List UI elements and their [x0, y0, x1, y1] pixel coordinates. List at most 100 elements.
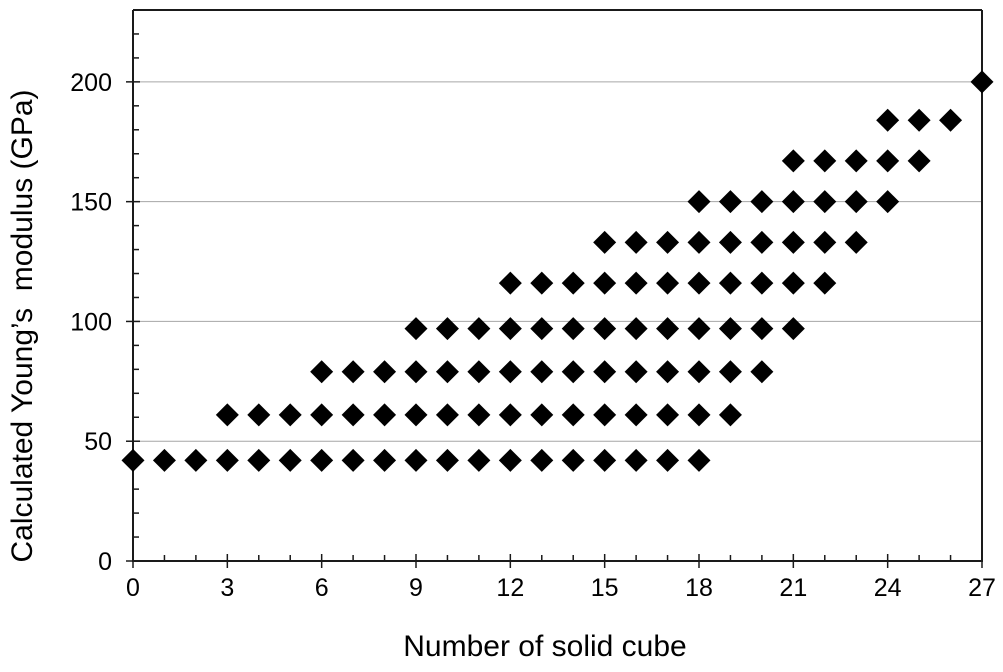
data-point: [278, 403, 302, 427]
data-point: [530, 403, 554, 427]
data-point: [341, 448, 365, 472]
data-point: [310, 360, 334, 384]
data-point: [278, 448, 302, 472]
data-point: [498, 271, 522, 295]
data-point: [404, 448, 428, 472]
data-point: [404, 360, 428, 384]
data-point: [498, 448, 522, 472]
x-tick-label: 6: [315, 574, 329, 602]
data-point: [624, 317, 648, 341]
data-point: [844, 190, 868, 214]
x-tick-label: 24: [874, 574, 902, 602]
data-point: [341, 360, 365, 384]
data-point: [530, 360, 554, 384]
data-point: [876, 190, 900, 214]
data-point: [813, 230, 837, 254]
data-point: [247, 403, 271, 427]
data-point: [498, 360, 522, 384]
data-point: [718, 360, 742, 384]
data-point: [813, 271, 837, 295]
data-point: [876, 149, 900, 173]
data-point: [435, 448, 459, 472]
data-point: [373, 360, 397, 384]
plot-layer: 0 50 100 150 200 0 3 6 9 12 15 18 21 24 27: [70, 9, 996, 602]
data-point: [435, 317, 459, 341]
data-point: [215, 403, 239, 427]
data-point: [656, 271, 680, 295]
data-point: [750, 317, 774, 341]
x-axis-title: Number of solid cube: [403, 630, 686, 663]
data-point: [530, 448, 554, 472]
data-point: [624, 448, 648, 472]
data-point: [624, 403, 648, 427]
y-tick-label: 50: [84, 428, 112, 456]
data-point: [247, 448, 271, 472]
y-tick-label: 200: [70, 69, 112, 97]
data-point: [624, 230, 648, 254]
data-point: [750, 271, 774, 295]
y-tick-label: 0: [98, 548, 112, 576]
data-point: [341, 403, 365, 427]
data-point: [184, 448, 208, 472]
data-point: [750, 190, 774, 214]
y-tick-label: 150: [70, 189, 112, 217]
data-point: [561, 271, 585, 295]
data-point: [310, 448, 334, 472]
data-point: [781, 230, 805, 254]
data-point: [435, 360, 459, 384]
data-point: [656, 360, 680, 384]
data-point: [813, 149, 837, 173]
data-point: [907, 108, 931, 132]
data-point: [624, 271, 648, 295]
data-point: [467, 448, 491, 472]
data-point: [467, 403, 491, 427]
data-point: [530, 271, 554, 295]
x-tick-label: 18: [685, 574, 713, 602]
data-point: [718, 230, 742, 254]
data-point: [656, 448, 680, 472]
x-tick-label: 0: [126, 574, 140, 602]
data-point: [498, 403, 522, 427]
data-point: [593, 271, 617, 295]
data-point: [121, 448, 145, 472]
data-point: [404, 317, 428, 341]
data-point: [435, 403, 459, 427]
data-point: [939, 108, 963, 132]
data-point: [561, 360, 585, 384]
data-point: [718, 271, 742, 295]
x-tick-label: 9: [409, 574, 423, 602]
data-point: [593, 360, 617, 384]
data-point: [593, 403, 617, 427]
data-point: [876, 108, 900, 132]
data-point: [656, 230, 680, 254]
data-point: [687, 360, 711, 384]
x-tick-label: 12: [496, 574, 524, 602]
data-point: [593, 448, 617, 472]
y-tick-label: 100: [70, 308, 112, 336]
data-point: [656, 403, 680, 427]
x-tick-label: 3: [220, 574, 234, 602]
data-point: [718, 190, 742, 214]
data-point: [373, 448, 397, 472]
data-point: [310, 403, 334, 427]
data-point: [718, 317, 742, 341]
data-point: [718, 403, 742, 427]
data-point: [498, 317, 522, 341]
data-point: [907, 149, 931, 173]
data-point: [687, 448, 711, 472]
data-point: [215, 448, 239, 472]
data-point: [467, 317, 491, 341]
data-point: [781, 271, 805, 295]
data-point: [781, 190, 805, 214]
data-point: [750, 230, 774, 254]
data-point: [781, 149, 805, 173]
x-tick-label: 27: [968, 574, 996, 602]
data-point: [781, 317, 805, 341]
data-point: [561, 403, 585, 427]
data-point: [687, 403, 711, 427]
data-point: [152, 448, 176, 472]
data-point: [844, 149, 868, 173]
data-point: [687, 230, 711, 254]
data-point: [687, 271, 711, 295]
